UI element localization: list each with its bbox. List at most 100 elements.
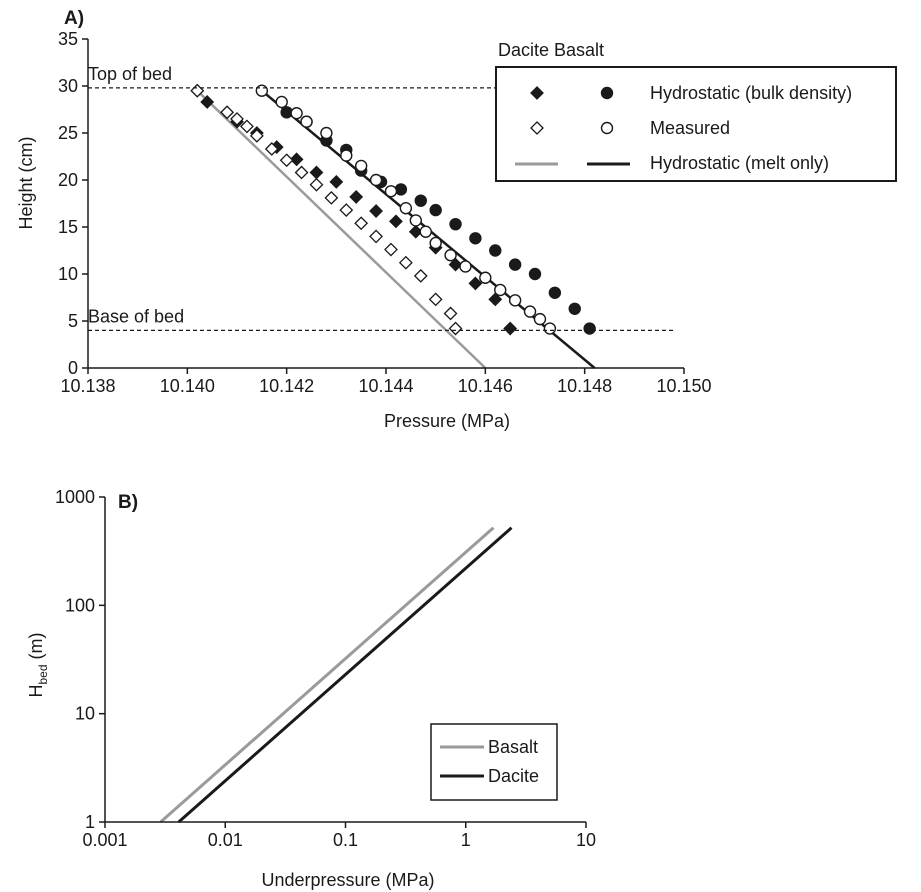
basalt-measured-point [354,159,368,173]
legend-symbols [515,86,630,166]
panel-a-x-axis-label: Pressure (MPa) [384,411,510,431]
x-tick-label: 1 [461,830,471,850]
legend-label-melt: Hydrostatic (melt only) [650,153,829,173]
panel-a-y-axis-label: Height (cm) [16,136,36,229]
dacite-hydrostatic-bulk-density--point [389,214,403,229]
y-tick-label: 25 [58,123,78,143]
basalt-hydrostatic-bulk-density--point [583,322,596,335]
panel-b-y-axis-label: Hbed (m) [26,632,50,697]
dacite-measured-point [249,128,264,143]
dacite-measured-point [384,242,398,257]
basalt-hydrostatic-bulk-density--point [394,183,408,196]
dacite-measured-point [294,165,309,180]
dacite-measured-point [448,321,463,336]
legend-header: Dacite Basalt [498,40,604,60]
dacite-hydrostatic-bulk-density--point [289,152,304,167]
basalt-measured-point [444,248,457,262]
basalt-hydrostatic-bulk-density--point [568,302,581,315]
basalt-measured-point [320,126,333,140]
basalt-measured-point [384,185,398,198]
x-tick-label: 10.138 [60,376,115,396]
panel-b-label: B) [118,492,138,513]
dacite-hydrostatic-bulk-density--point [488,292,503,307]
dacite-hydrostatic-bulk-density--point [468,276,483,291]
basalt-measured-point [300,115,313,128]
basalt-measured-point [543,322,557,335]
basalt-hydrostatic-bulk-density--point [508,258,522,271]
basalt-measured-point [429,236,442,250]
dacite-measured-point [240,119,254,134]
dacite-measured-point [428,292,443,307]
dacite-measured-point [279,153,294,168]
x-tick-label: 10.142 [259,376,314,396]
dacite-measured-point [443,306,458,321]
panel-a-label: A) [64,8,84,29]
y-tick-label: 15 [58,217,78,237]
basalt-measured-point [494,283,507,297]
x-tick-label: 10.148 [557,376,612,396]
basalt-measured-point [290,107,303,120]
x-tick-label: 0.001 [82,830,127,850]
basalt-measured-point [459,260,472,273]
dacite-measured-point [324,190,339,205]
dacite-measured-point [220,105,234,120]
y-tick-label: 10 [58,264,78,284]
y-tick-label: 5 [68,311,78,331]
basalt-measured-point [255,84,269,97]
y-tick-label: 0 [68,358,78,378]
dacite-hydrostatic-bulk-density--point [329,174,344,189]
dacite-measured-point [309,177,324,192]
dacite-series-line [177,526,513,824]
panel-b-x-axis-label: Underpressure (MPa) [261,870,434,890]
dacite-hydrostatic-bulk-density--point [200,95,215,109]
x-tick-label: 10.140 [160,376,215,396]
panel-a-markers [190,83,596,336]
x-tick-label: 0.01 [208,830,243,850]
legend-symbol-basalt-measured [600,121,614,135]
basalt-hydrostatic-bulk-density--point [469,232,482,245]
dacite-hydrostatic-bulk-density--point [448,257,463,272]
bed-annotation: Top of bed [88,64,172,84]
legend-label-dacite: Dacite [488,766,539,786]
x-tick-label: 10.146 [458,376,513,396]
panel-a: A) 0 5 10 15 20 25 30 35 10.138 10.140 10.142 10.14… [16,8,897,431]
panel-b-lines [159,526,513,824]
x-tick-label: 10.150 [656,376,711,396]
basalt-measured-point [419,225,432,238]
x-tick-label: 10.144 [358,376,413,396]
bed-annotation: Base of bed [88,306,184,326]
legend-label-basalt: Basalt [488,737,538,757]
basalt-measured-point [275,95,288,109]
y-tick-label: 1000 [55,487,95,507]
y-tick-label: 35 [58,29,78,49]
basalt-hydrostatic-bulk-density--point [489,244,502,257]
basalt-hydrostatic-bulk-density--point [429,203,442,217]
dacite-measured-point [230,111,244,126]
legend-label-measured: Measured [650,118,730,138]
dacite-hydrostatic-bulk-density--point [369,204,383,218]
basalt-series-line [159,526,495,824]
legend-box [430,723,558,801]
basalt-measured-point [508,294,522,307]
x-tick-label: 0.1 [333,830,358,850]
y-label-main: H [26,685,46,698]
dacite-hydrostatic-bulk-density--point [503,321,518,336]
legend-label-bulk: Hydrostatic (bulk density) [650,83,852,103]
basalt-measured-point [369,173,383,187]
dacite-measured-point [339,203,354,217]
y-tick-label: 30 [58,76,78,96]
legend-box [495,66,897,182]
y-tick-label: 10 [75,704,95,724]
panel-b-legend: Basalt Dacite [430,723,558,801]
y-label-unit: (m) [26,632,46,664]
dacite-hydrostatic-melt-only--line [196,89,487,369]
y-tick-label: 1 [85,812,95,832]
y-label-sub: bed [36,664,50,684]
panel-b: B) 1 10 100 1000 0.001 0.01 0.1 1 10 Underpressu… [26,487,596,890]
basalt-hydrostatic-bulk-density--point [528,267,542,281]
dacite-measured-point [264,142,279,156]
legend-symbol-dacite-measured [530,121,544,135]
basalt-measured-point [340,149,353,162]
dacite-measured-point [369,229,383,244]
